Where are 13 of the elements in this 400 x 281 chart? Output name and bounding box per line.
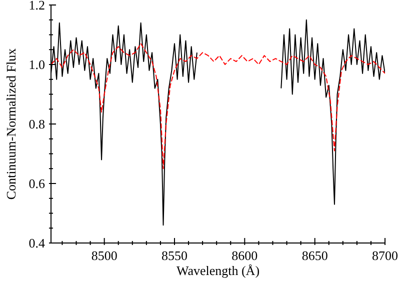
y-tick-label: 0.6 [28, 176, 46, 191]
x-tick-label: 8550 [161, 248, 188, 263]
y-axis-title: Continuum-Normalized Flux [4, 48, 18, 200]
x-tick-label: 8500 [91, 248, 118, 263]
line-series [51, 43, 385, 170]
y-tick-label: 1.0 [28, 57, 45, 72]
y-tick-label: 1.2 [28, 0, 45, 12]
y-tick-label: 0.4 [28, 236, 46, 250]
y-tick-label: 0.8 [28, 116, 45, 132]
x-axis-title: Wavelength (Å) [176, 263, 260, 278]
x-tick-label: 8600 [232, 248, 258, 263]
x-tick-label: 8700 [372, 248, 398, 263]
x-tick-label: 8650 [302, 248, 328, 263]
